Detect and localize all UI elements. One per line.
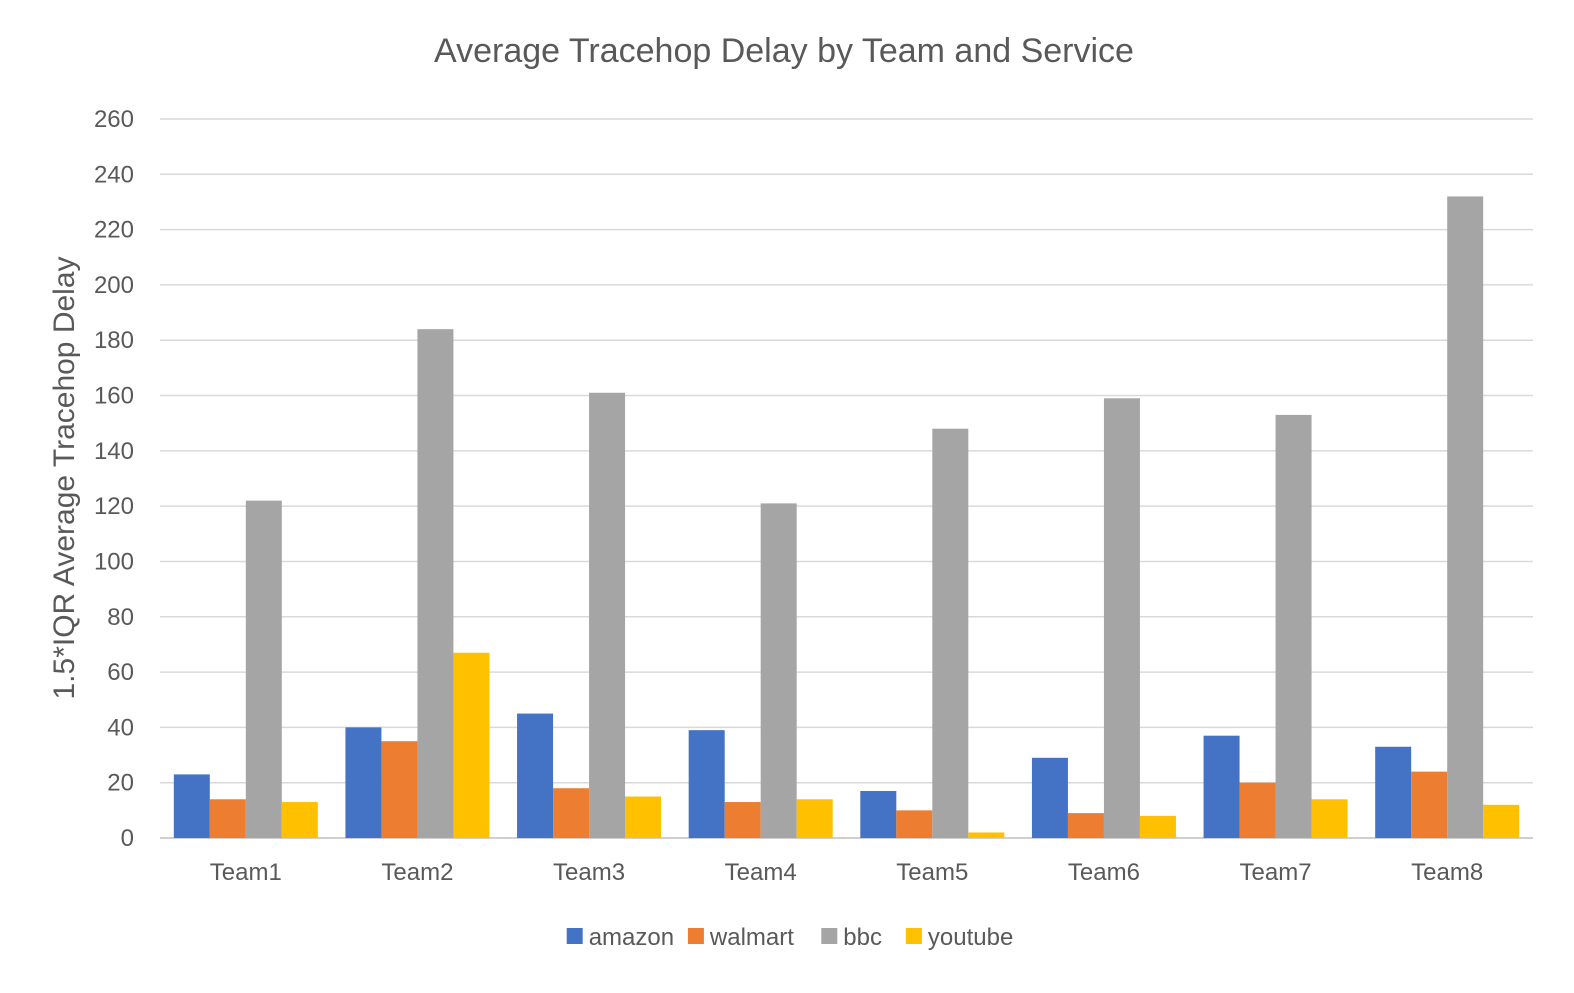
x-tick-label: Team2 bbox=[381, 859, 453, 886]
bar-amazon-team5 bbox=[860, 790, 897, 838]
bar-bbc-team1 bbox=[245, 500, 282, 838]
bar-youtube-team5 bbox=[968, 832, 1005, 838]
bars bbox=[173, 196, 1520, 838]
x-tick-label: Team5 bbox=[896, 859, 968, 886]
bar-youtube-team7 bbox=[1311, 799, 1348, 838]
bar-youtube-team8 bbox=[1483, 804, 1520, 838]
y-tick-label: 80 bbox=[107, 604, 134, 631]
y-tick-label: 220 bbox=[94, 217, 134, 244]
bar-walmart-team1 bbox=[209, 799, 246, 838]
legend-swatch-youtube bbox=[905, 928, 922, 944]
legend-label-youtube: youtube bbox=[928, 924, 1013, 951]
y-axis-label: 1.5*IQR Average Tracehop Delay bbox=[48, 256, 81, 699]
bar-walmart-team2 bbox=[381, 741, 418, 838]
bar-walmart-team3 bbox=[553, 788, 590, 838]
bar-walmart-team6 bbox=[1067, 813, 1104, 838]
gridlines bbox=[160, 118, 1533, 839]
bar-amazon-team2 bbox=[345, 727, 382, 838]
bar-youtube-team2 bbox=[453, 652, 490, 838]
bar-youtube-team1 bbox=[281, 802, 318, 838]
y-tick-label: 200 bbox=[94, 272, 134, 299]
legend-label-walmart: walmart bbox=[709, 924, 794, 951]
y-tick-label: 0 bbox=[121, 825, 134, 852]
legend: amazon walmart bbc youtube bbox=[566, 924, 1013, 951]
y-tick-label: 260 bbox=[94, 106, 134, 133]
y-tick-label: 60 bbox=[107, 659, 134, 686]
legend-swatch-walmart bbox=[687, 928, 704, 944]
bar-amazon-team8 bbox=[1375, 746, 1412, 838]
bar-walmart-team8 bbox=[1411, 771, 1448, 838]
bar-amazon-team6 bbox=[1031, 757, 1068, 838]
y-axis-ticks: 0 20 40 60 80 100 120 140 160 180 200 220 240 260 bbox=[94, 106, 134, 852]
x-tick-label: Team6 bbox=[1068, 859, 1140, 886]
bar-amazon-team1 bbox=[173, 774, 210, 838]
bar-bbc-team2 bbox=[417, 329, 454, 838]
x-tick-label: Team3 bbox=[553, 859, 625, 886]
y-tick-label: 180 bbox=[94, 327, 134, 354]
chart-title: Average Tracehop Delay by Team and Servi… bbox=[434, 32, 1134, 70]
bar-walmart-team4 bbox=[724, 802, 761, 838]
bar-walmart-team7 bbox=[1239, 782, 1276, 838]
y-tick-label: 100 bbox=[94, 548, 134, 575]
bar-walmart-team5 bbox=[896, 810, 933, 838]
bar-amazon-team7 bbox=[1203, 735, 1240, 838]
x-axis-ticks: Team1 Team2 Team3 Team4 Team5 Team6 Team7 Team8 bbox=[210, 859, 1483, 886]
bar-amazon-team3 bbox=[517, 713, 554, 838]
y-tick-label: 40 bbox=[107, 714, 134, 741]
bar-bbc-team8 bbox=[1447, 196, 1484, 838]
legend-swatch-amazon bbox=[566, 928, 583, 944]
bar-bbc-team7 bbox=[1275, 414, 1312, 838]
legend-label-amazon: amazon bbox=[589, 924, 674, 951]
y-tick-label: 160 bbox=[94, 383, 134, 410]
x-tick-label: Team8 bbox=[1411, 859, 1483, 886]
y-tick-label: 120 bbox=[94, 493, 134, 520]
y-tick-label: 240 bbox=[94, 161, 134, 188]
legend-label-bbc: bbc bbox=[843, 924, 882, 951]
x-tick-label: Team1 bbox=[210, 859, 282, 886]
x-tick-label: Team4 bbox=[725, 859, 797, 886]
legend-swatch-bbc bbox=[821, 928, 838, 944]
x-tick-label: Team7 bbox=[1240, 859, 1312, 886]
bar-amazon-team4 bbox=[688, 730, 725, 838]
bar-youtube-team3 bbox=[625, 796, 662, 838]
bar-bbc-team4 bbox=[760, 503, 797, 838]
y-tick-label: 140 bbox=[94, 438, 134, 465]
y-tick-label: 20 bbox=[107, 770, 134, 797]
bar-youtube-team4 bbox=[796, 799, 833, 838]
bar-bbc-team3 bbox=[589, 392, 626, 838]
bar-youtube-team6 bbox=[1139, 815, 1176, 838]
bar-bbc-team6 bbox=[1103, 398, 1140, 838]
bar-bbc-team5 bbox=[932, 428, 969, 838]
